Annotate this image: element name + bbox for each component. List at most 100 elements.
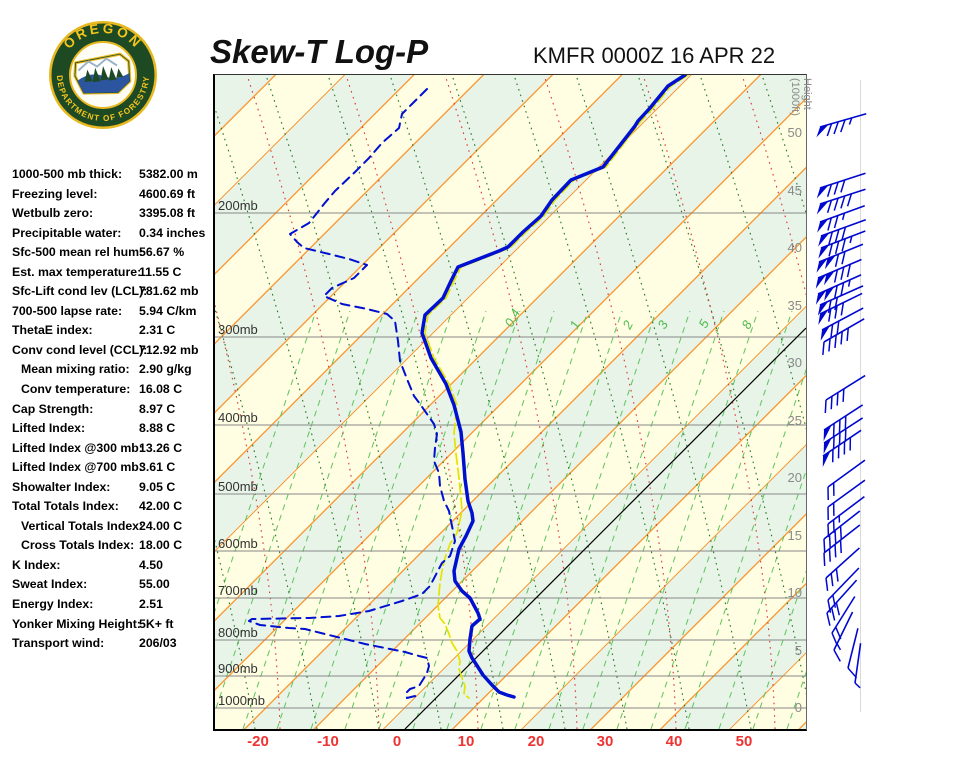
wind-barb: [817, 204, 866, 233]
barb-pennant: [816, 258, 828, 273]
height-tick-label: 25: [788, 413, 802, 428]
barb-feather: [841, 251, 846, 265]
barb-feather: [834, 544, 837, 558]
oregon-forestry-logo: OREGON DEPARTMENT OF FORESTRY: [49, 21, 157, 129]
barb-pennant: [820, 325, 830, 341]
barb-feather: [834, 530, 837, 544]
index-value: 55.00: [139, 577, 170, 592]
wind-barb: [816, 112, 867, 138]
barb-feather: [830, 324, 834, 338]
height-tick-label: 20: [788, 470, 802, 485]
sounding-indices-panel: 1000-500 mb thick: 5382.00 m Freezing leve…: [12, 165, 214, 654]
index-value: 8.97 C: [139, 401, 176, 416]
dry-adiabat-line: [265, 75, 442, 729]
barb-pennant: [824, 255, 836, 270]
mixing-ratio-line: [582, 310, 725, 729]
barb-pennant: [824, 286, 835, 302]
barb-pennant: [816, 201, 829, 215]
barb-half-feather: [841, 212, 846, 221]
index-label: Mean mixing ratio:: [21, 362, 130, 377]
index-label: Est. max temperature:: [12, 264, 142, 279]
mixing-ratio-value-label: 3: [654, 317, 671, 331]
wind-barb: [827, 459, 866, 501]
barb-feather: [840, 179, 846, 193]
wind-barb: [818, 218, 867, 247]
skewt-plot-area: 200mb 300mb 400mb 500mb 600mb 700mb 800mb 900mb…: [213, 74, 807, 731]
moist-adiabat-line: [246, 75, 380, 729]
pressure-label: 900mb: [218, 661, 258, 676]
barb-feather: [834, 305, 838, 319]
barb-feather: [834, 334, 837, 349]
barb-feather: [825, 577, 829, 591]
barb-feather: [828, 548, 831, 562]
index-row: Freezing level: 4600.69 ft: [12, 185, 214, 205]
mixing-ratio-line: [215, 310, 351, 713]
index-label: 700-500 lapse rate:: [12, 303, 123, 318]
wind-barb: [816, 172, 866, 199]
wind-barb: [824, 374, 866, 414]
index-row: Lifted Index @300 mb: 13.26 C: [12, 439, 214, 459]
moist-adiabat-line: [444, 75, 578, 729]
temp-tick-label: 20: [527, 733, 545, 750]
index-value: 24.00 C: [139, 518, 183, 533]
moist-adiabat-line: [741, 75, 806, 296]
index-value: 5K+ ft: [139, 616, 174, 631]
index-row: Precipitable water: 0.34 inches: [12, 224, 214, 244]
mixing-ratio-value-label: 0.4: [501, 306, 523, 329]
index-value: 712.92 mb: [139, 342, 199, 357]
temp-tick-label: 50: [735, 733, 753, 750]
height-tick-label: 35: [788, 298, 802, 313]
barb-feather: [827, 217, 833, 231]
barb-feather: [835, 568, 839, 582]
barb-feather: [831, 632, 838, 646]
barb-half-feather: [854, 682, 861, 689]
index-label: Lifted Index:: [12, 421, 86, 436]
temp-tick-label: 0: [392, 733, 402, 750]
index-value: 9.05 C: [139, 479, 176, 494]
index-label: Sfc-Lift cond lev (LCL):: [12, 284, 148, 299]
index-label: Conv cond level (CCL):: [12, 342, 148, 357]
barb-half-feather: [847, 279, 851, 287]
height-tick-label: 45: [788, 183, 802, 198]
wind-barb: [827, 479, 866, 521]
temp-tick-label: 30: [596, 733, 614, 750]
barb-feather: [826, 612, 831, 626]
wind-barb: [818, 230, 866, 259]
index-label: Yonker Mixing Height:: [12, 616, 141, 631]
wind-barb: [818, 292, 863, 325]
barb-feather: [833, 285, 838, 299]
index-label: Cap Strength:: [12, 401, 94, 416]
barb-feather: [840, 195, 846, 209]
index-label: Cross Totals Index:: [21, 538, 135, 553]
barb-feather: [827, 299, 832, 314]
height-tick-label: 40: [788, 240, 802, 255]
wind-barb: [815, 274, 862, 305]
index-label: Vertical Totals Index:: [21, 518, 144, 533]
barb-feather: [830, 396, 833, 410]
barb-pennant: [818, 310, 829, 325]
index-value: 56.67 %: [139, 245, 185, 260]
pressure-label: 500mb: [218, 479, 258, 494]
index-value: 3.61 C: [139, 460, 176, 475]
index-value: 5.94 C/km: [139, 303, 197, 318]
index-label: 1000-500 mb thick:: [12, 167, 123, 181]
barb-feather: [826, 184, 833, 197]
mixing-ratio-line: [378, 310, 521, 729]
wind-barb: [822, 318, 865, 356]
dry-adiabat-line: [575, 75, 752, 729]
index-value: 3395.08 ft: [139, 206, 196, 221]
pressure-label: 800mb: [218, 625, 258, 640]
barb-feather: [841, 238, 847, 252]
barb-pennant: [815, 290, 827, 305]
index-value: 18.00 C: [139, 538, 183, 553]
barb-feather: [835, 602, 841, 616]
index-value: 11.55 C: [139, 264, 182, 279]
mixing-ratio-value-label: 5: [695, 316, 712, 330]
barb-feather: [828, 231, 834, 245]
barb-feather: [834, 241, 840, 254]
temp-tick-label: -10: [317, 733, 339, 750]
index-value: 0.34 inches: [139, 225, 206, 240]
mixing-ratio-line: [480, 310, 623, 729]
barb-half-feather: [836, 643, 842, 651]
index-row: Mean mixing ratio: 2.90 g/kg: [12, 360, 214, 380]
